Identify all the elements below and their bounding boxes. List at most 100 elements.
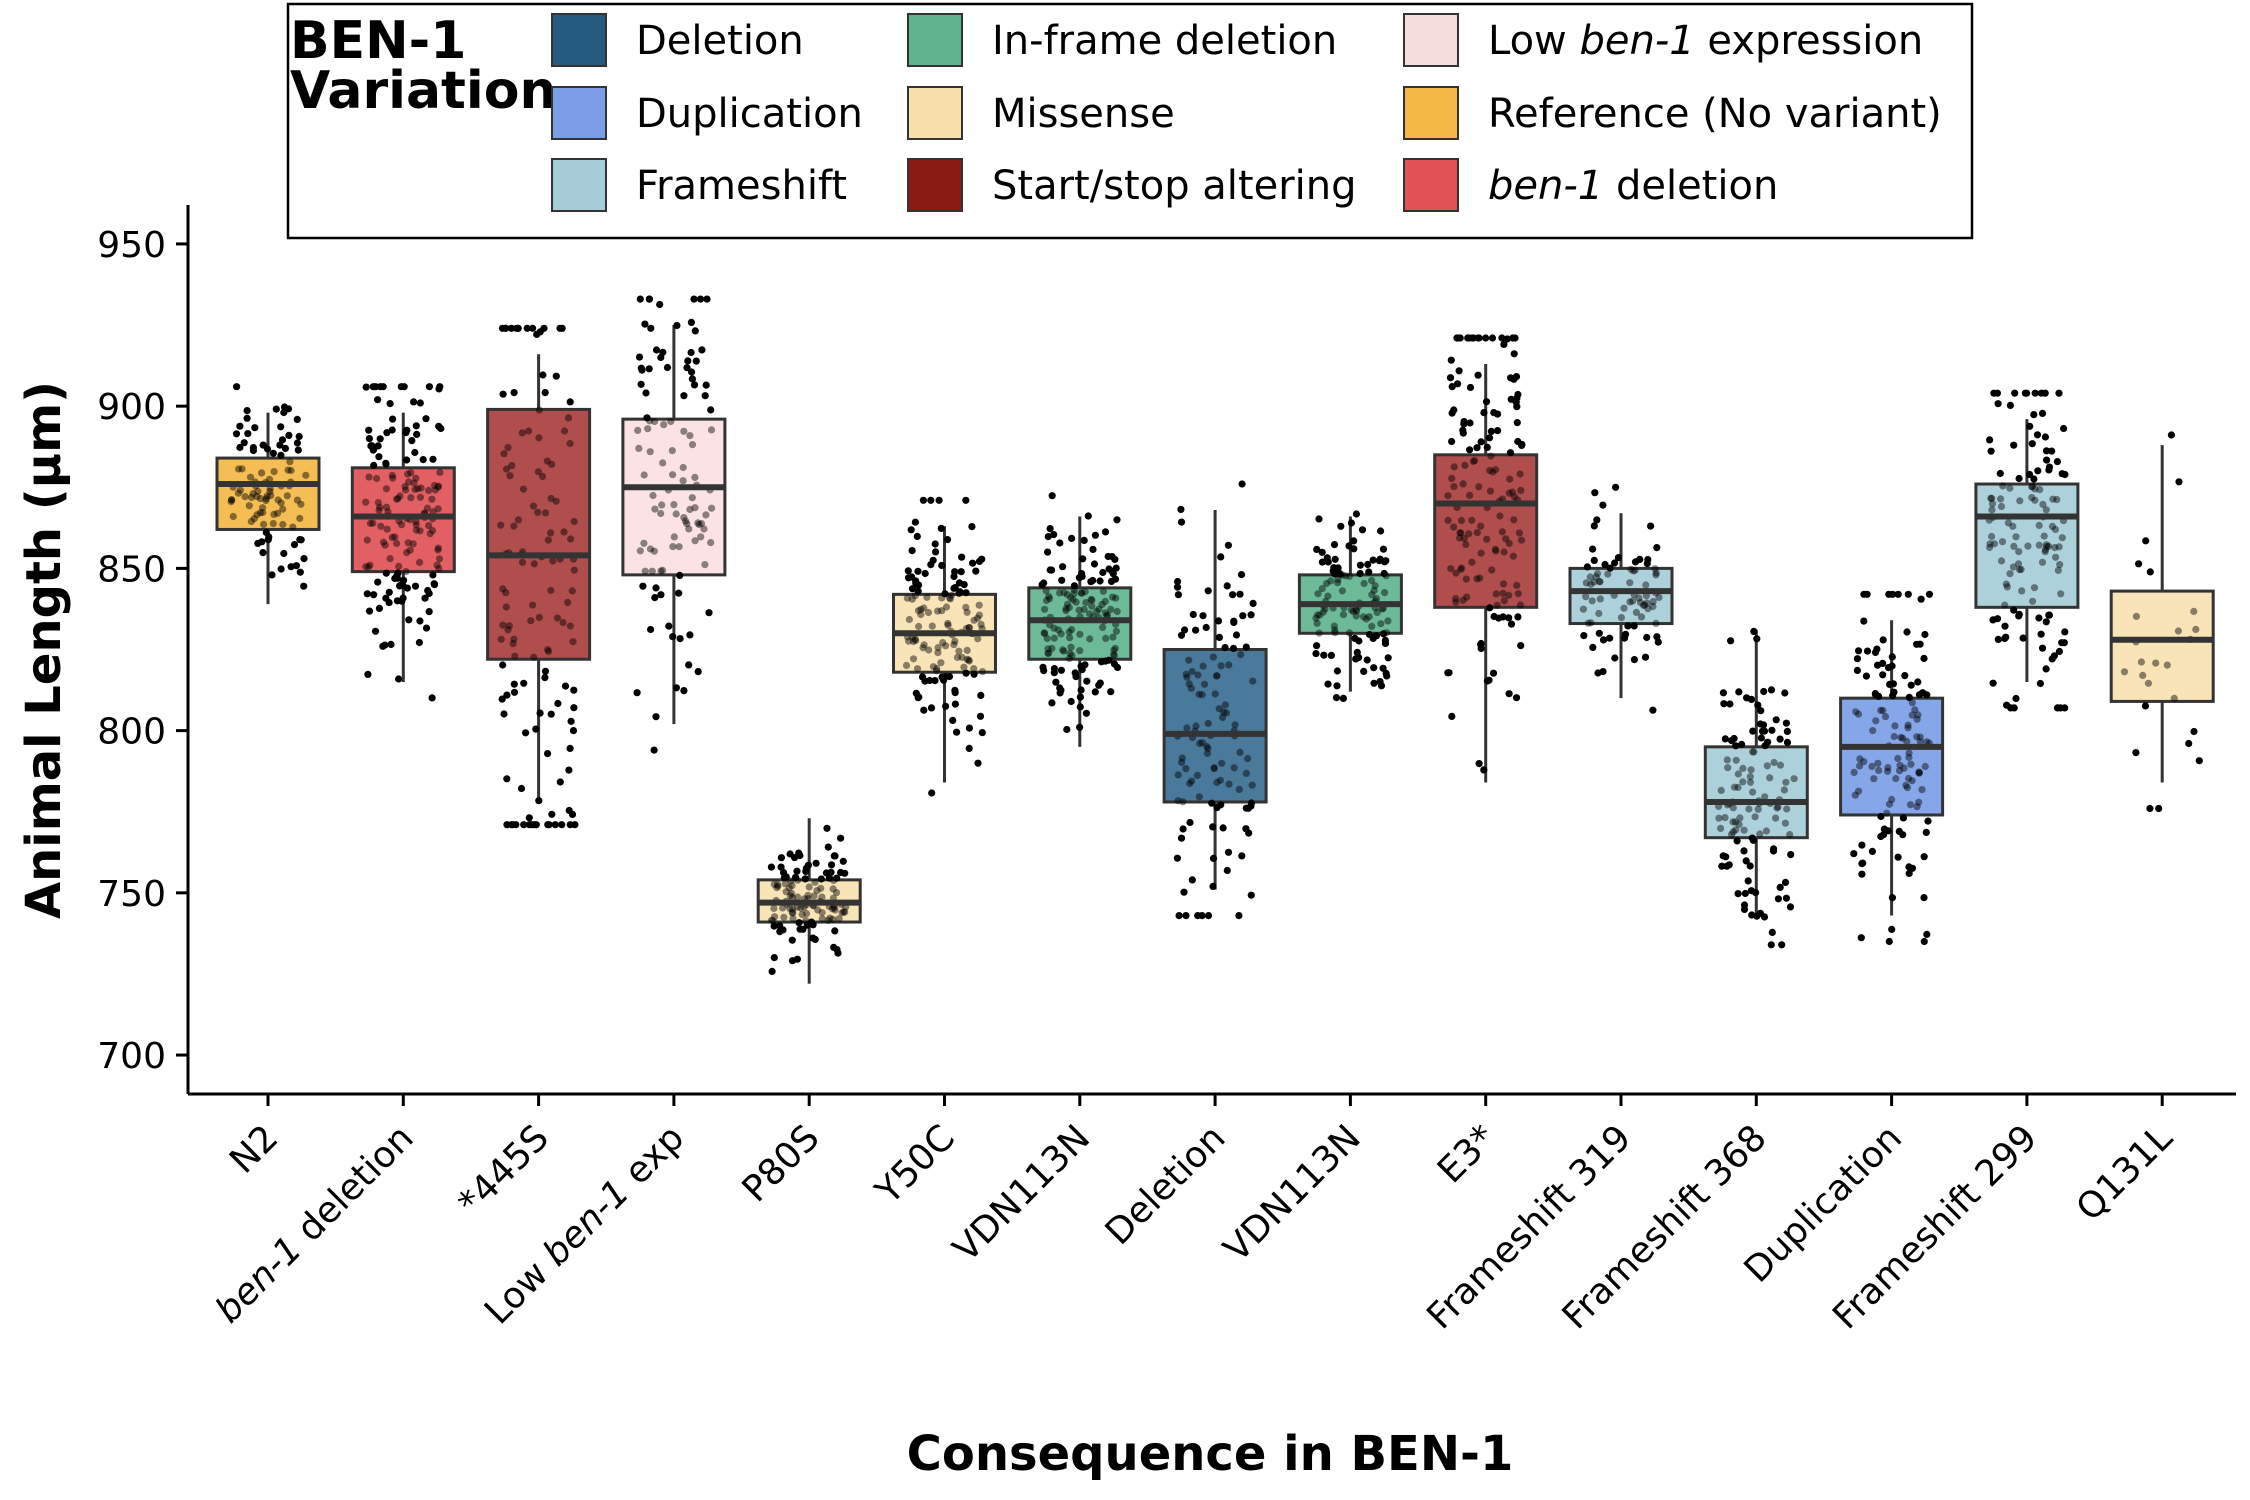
data-point xyxy=(1448,712,1456,721)
data-point xyxy=(1635,594,1643,602)
data-point xyxy=(1080,605,1088,614)
data-point xyxy=(406,546,414,554)
data-point xyxy=(1599,636,1608,644)
data-point xyxy=(1077,589,1085,597)
data-point xyxy=(1368,622,1376,631)
data-point xyxy=(1905,753,1913,762)
data-point xyxy=(2004,519,2012,527)
data-point xyxy=(369,519,377,527)
data-point xyxy=(1606,564,1614,572)
data-point xyxy=(1337,522,1345,530)
jitter-points xyxy=(497,324,579,829)
data-point xyxy=(672,510,680,518)
data-point xyxy=(570,704,578,712)
data-point xyxy=(908,595,916,603)
data-point xyxy=(1089,545,1097,554)
data-point xyxy=(1756,830,1764,838)
data-point xyxy=(1465,530,1473,538)
box-group xyxy=(1974,389,2080,712)
data-point xyxy=(920,641,928,649)
data-point xyxy=(2042,618,2050,626)
data-point xyxy=(364,670,372,679)
data-point xyxy=(1988,494,1996,502)
data-point xyxy=(943,536,952,544)
data-point xyxy=(977,620,985,629)
data-point xyxy=(2163,661,2171,669)
data-point xyxy=(1235,785,1243,794)
data-point xyxy=(1180,888,1188,896)
data-point xyxy=(1611,654,1619,662)
data-point xyxy=(687,318,696,326)
data-point xyxy=(375,604,383,613)
data-point xyxy=(702,381,710,389)
data-point xyxy=(497,635,505,643)
data-point xyxy=(1904,590,1912,598)
data-point xyxy=(1721,814,1729,822)
data-point xyxy=(1444,492,1452,500)
data-point xyxy=(2152,659,2160,667)
legend-item: Duplication xyxy=(551,86,863,140)
x-tick-label: Deletion xyxy=(1098,1117,1234,1253)
data-point xyxy=(944,619,952,628)
data-point xyxy=(1334,579,1342,587)
data-point xyxy=(965,656,973,664)
data-point xyxy=(1098,600,1106,609)
data-point xyxy=(1590,556,1598,565)
data-point xyxy=(665,622,673,630)
data-point xyxy=(369,383,377,391)
data-point xyxy=(1062,605,1070,613)
data-point xyxy=(1766,774,1774,782)
data-point xyxy=(1215,705,1223,713)
data-point xyxy=(1225,661,1233,669)
data-point xyxy=(1636,598,1645,607)
data-point xyxy=(2146,568,2154,576)
data-point xyxy=(234,465,243,473)
data-point xyxy=(2144,679,2152,687)
data-point xyxy=(978,729,986,737)
data-point xyxy=(535,797,543,805)
data-point xyxy=(505,622,513,630)
data-point xyxy=(1359,613,1368,621)
data-point xyxy=(284,466,292,474)
data-point xyxy=(285,431,293,439)
data-point xyxy=(1592,573,1600,581)
data-point xyxy=(2132,612,2140,621)
data-point xyxy=(510,389,518,397)
data-point xyxy=(1365,613,1373,621)
data-point xyxy=(1885,800,1894,808)
data-point xyxy=(1850,850,1858,858)
legend-label: Start/stop altering xyxy=(992,163,1357,209)
legend-item: Start/stop altering xyxy=(907,158,1357,212)
data-point xyxy=(825,874,834,882)
data-point xyxy=(1604,570,1612,578)
data-point xyxy=(408,437,416,445)
data-point xyxy=(1447,565,1455,573)
data-point xyxy=(1331,567,1339,575)
data-point xyxy=(417,484,425,492)
data-point xyxy=(1109,593,1117,601)
data-point xyxy=(1380,569,1388,578)
data-point xyxy=(1360,667,1368,676)
data-point xyxy=(672,684,681,692)
data-point xyxy=(1099,623,1107,632)
data-point xyxy=(2010,704,2018,712)
data-point xyxy=(234,489,242,497)
x-tick-label: E3* xyxy=(1430,1117,1504,1191)
data-point xyxy=(1473,529,1481,537)
data-point xyxy=(1906,801,1915,809)
data-point xyxy=(1077,686,1085,694)
data-point xyxy=(412,526,420,534)
data-point xyxy=(1177,505,1185,513)
data-point xyxy=(506,472,514,480)
data-point xyxy=(519,485,528,493)
data-point xyxy=(1460,418,1468,426)
data-point xyxy=(687,348,695,357)
data-point xyxy=(425,383,433,391)
data-point xyxy=(276,441,284,449)
data-point xyxy=(975,611,984,619)
data-point xyxy=(914,567,922,575)
data-point xyxy=(1082,709,1090,717)
data-point xyxy=(1189,610,1197,619)
data-point xyxy=(1719,689,1727,697)
box-group xyxy=(1027,492,1133,747)
